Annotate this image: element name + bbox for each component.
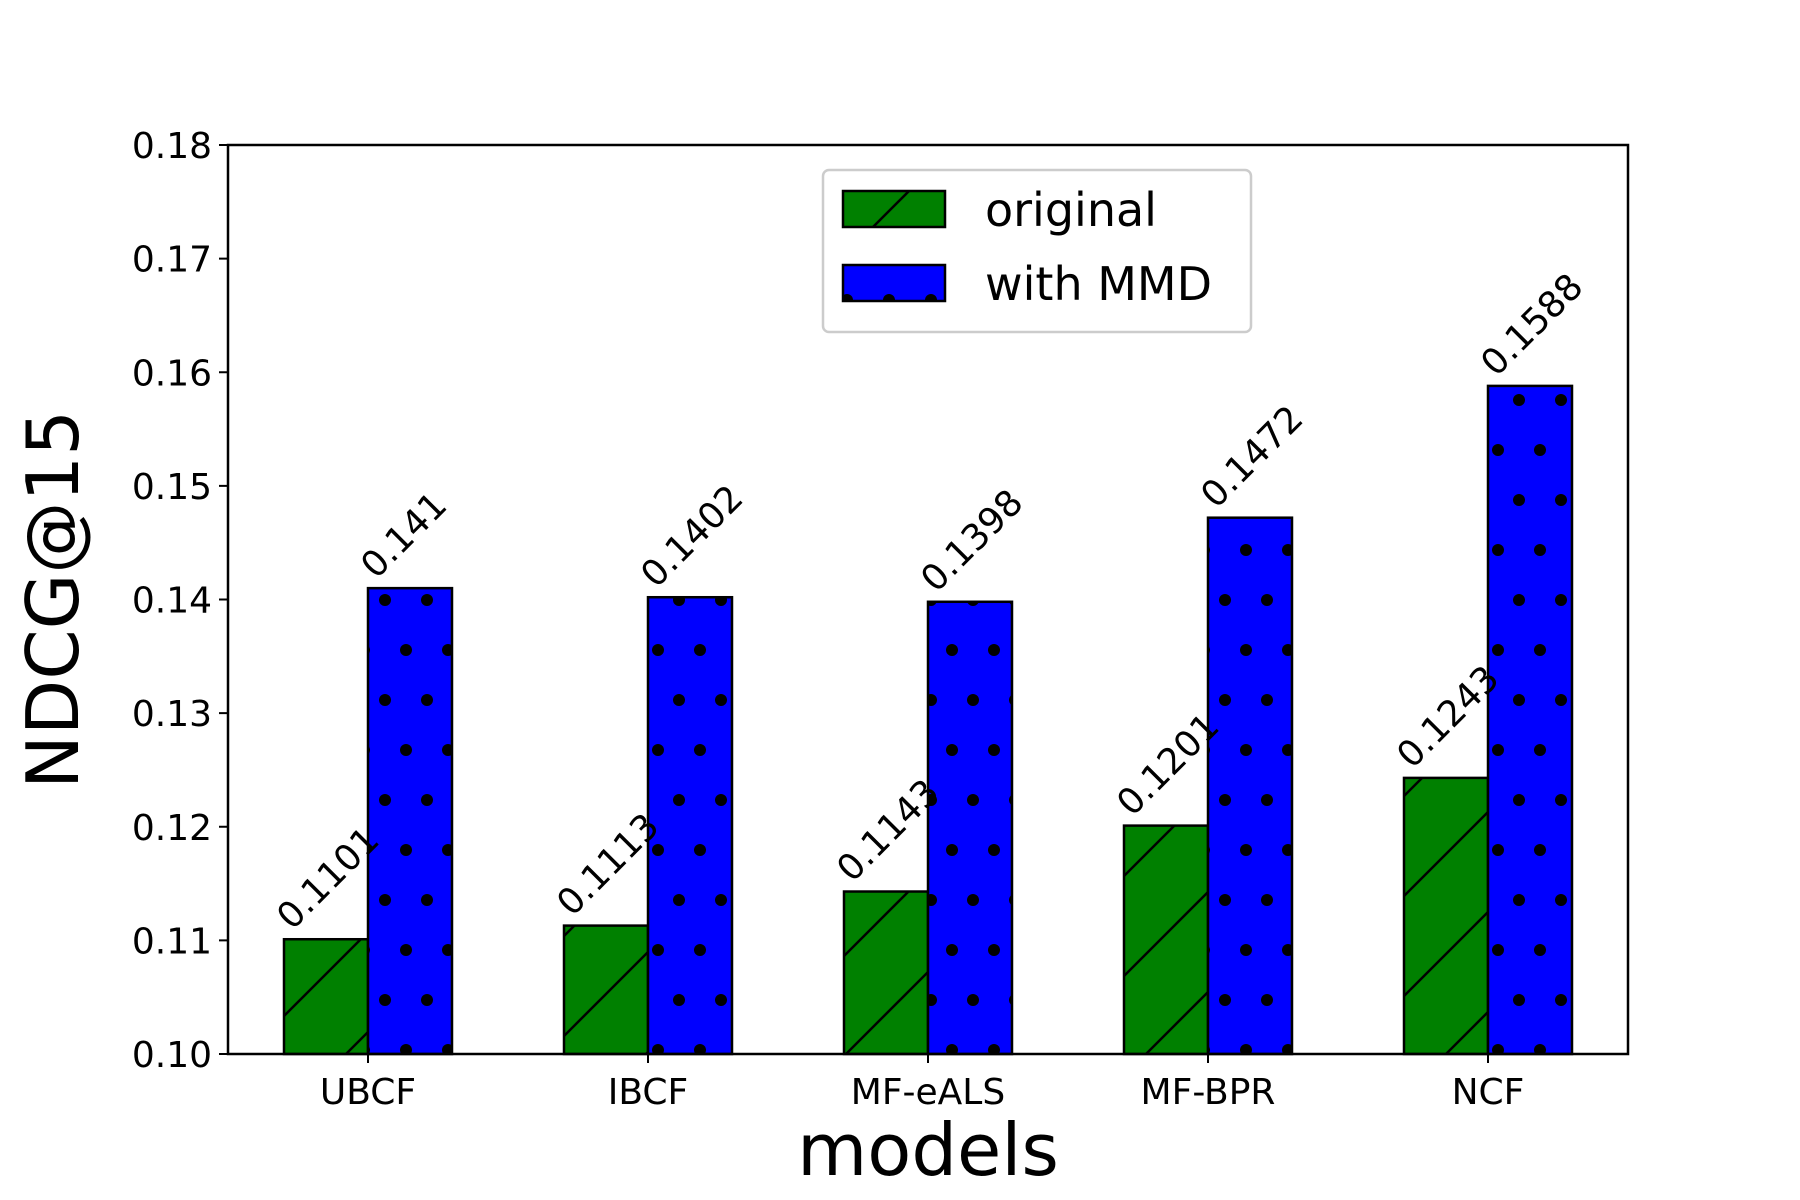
legend-label-with-mmd: with MMD [985,257,1212,311]
bar-with-mmd-ncf [1486,384,1574,1056]
bars-layer [282,384,1574,1056]
value-label: 0.1472 [1193,398,1311,516]
x-tick-label: IBCF [608,1072,689,1113]
x-tick-label: MF-eALS [851,1072,1005,1113]
x-axis: UBCF IBCF MF-eALS MF-BPR NCF [320,1054,1525,1113]
x-tick-label: MF-BPR [1141,1072,1276,1113]
bar-original-ncf [1402,776,1490,1056]
legend-label-original: original [985,183,1157,237]
value-label: 0.141 [353,485,455,587]
y-tick-label: 0.13 [132,694,212,735]
y-tick-label: 0.15 [132,467,212,508]
x-axis-title: models [797,1108,1059,1192]
bar-original-ubcf [282,937,370,1056]
bar-with-mmd-ubcf [366,586,454,1056]
bar-original-ibcf [562,924,650,1056]
y-tick-label: 0.10 [132,1035,212,1076]
value-label: 0.1398 [913,482,1031,600]
y-tick-label: 0.12 [132,808,212,849]
y-axis: 0.10 0.11 0.12 0.13 0.14 0.15 0.16 0.17 0.18 [132,126,228,1076]
y-tick-label: 0.17 [132,240,212,281]
y-axis-title: NDCG@15 [11,410,95,789]
x-tick-label: NCF [1452,1072,1525,1113]
bar-with-mmd-ibcf [646,595,734,1056]
value-label: 0.1588 [1473,266,1591,384]
bar-with-mmd-mf-bpr [1206,516,1294,1056]
legend: original with MMD [821,168,1253,334]
value-label: 0.1402 [633,478,751,596]
y-tick-label: 0.14 [132,581,212,622]
y-tick-label: 0.16 [132,353,212,394]
bar-original-mf-eals [842,890,930,1056]
x-tick-label: UBCF [320,1072,416,1113]
bar-with-mmd-mf-eals [926,600,1014,1056]
legend-swatch-with-mmd [841,263,947,303]
y-tick-label: 0.18 [132,126,212,167]
legend-swatch-original [841,189,947,229]
bar-original-mf-bpr [1122,824,1210,1056]
y-tick-label: 0.11 [132,921,212,962]
